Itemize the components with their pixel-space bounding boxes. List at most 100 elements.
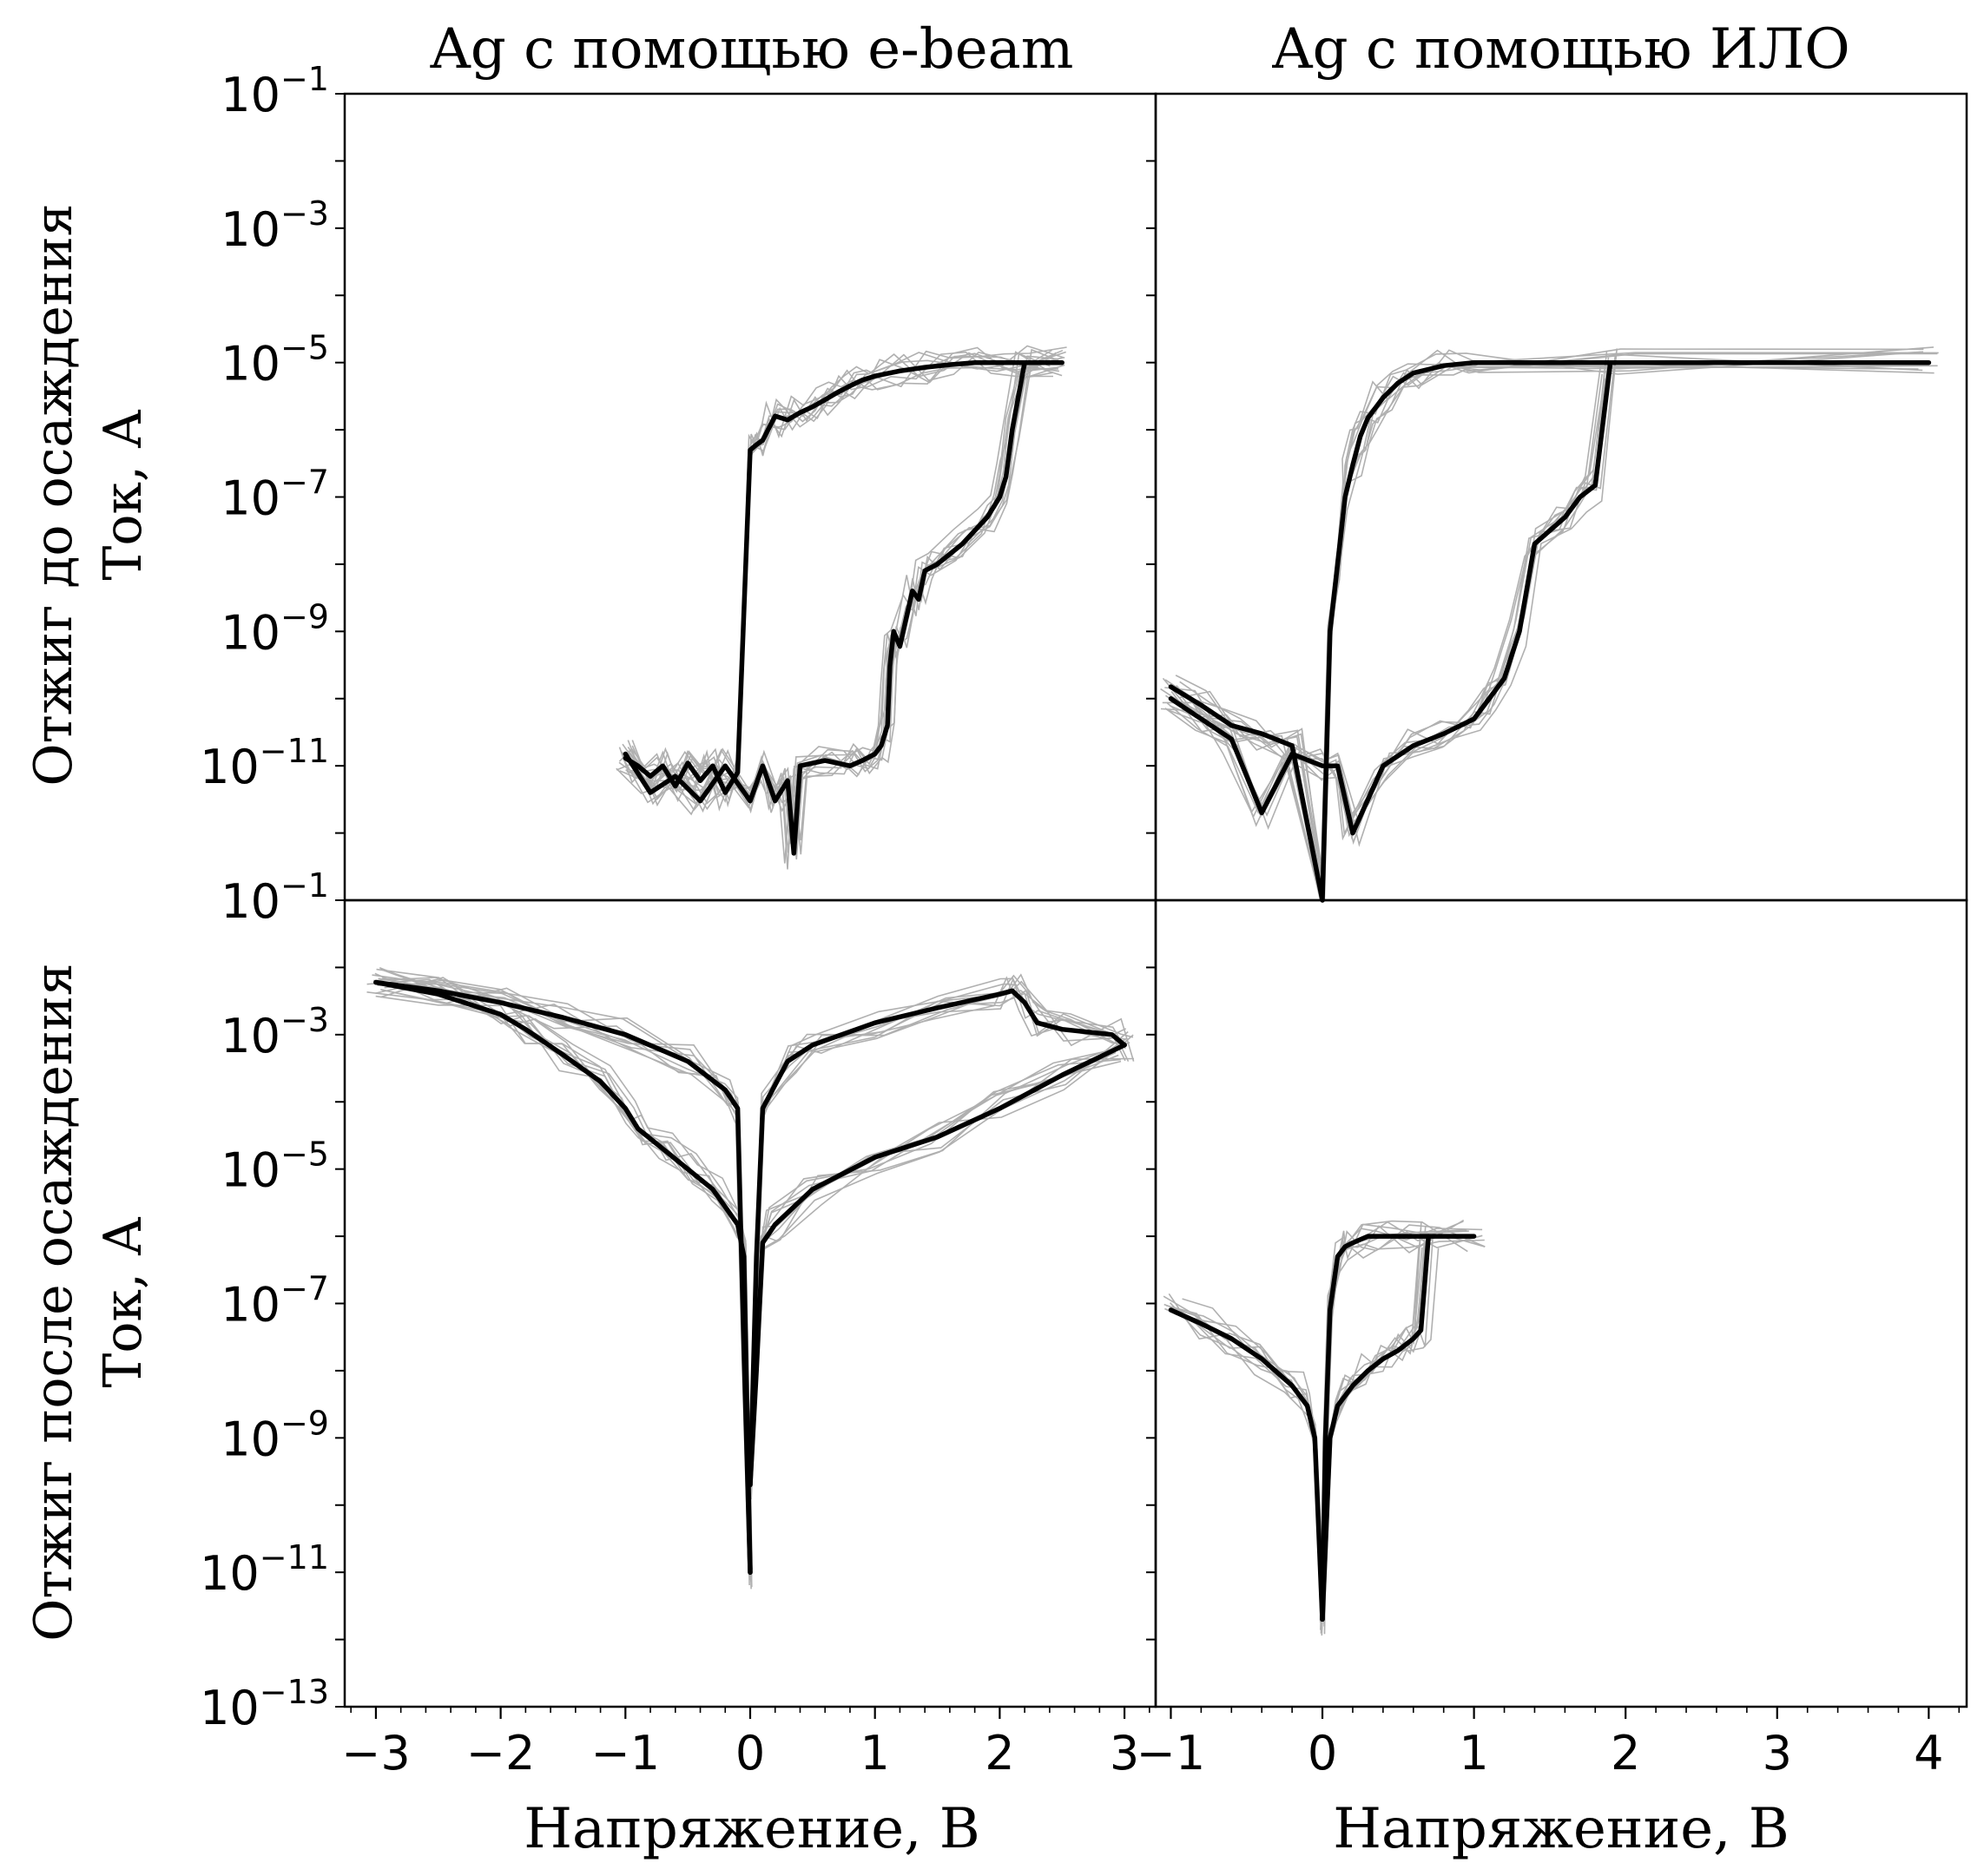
series-line-1-0 (1168, 359, 1932, 903)
series-line-0-1 (623, 359, 1058, 856)
gray-trace (1162, 351, 1921, 901)
gray-trace (1179, 352, 1938, 901)
x-tick-label: 0 (735, 1726, 765, 1781)
x-tick-label: 2 (985, 1726, 1014, 1781)
gray-trace (1319, 1219, 1465, 1608)
gray-trace (1160, 365, 1919, 901)
gray-trace (1177, 348, 1618, 847)
gray-trace (1323, 1229, 1483, 1627)
gray-trace (1321, 1223, 1469, 1607)
gray-trace (1320, 1247, 1423, 1625)
series-line-3-2 (1320, 1234, 1431, 1623)
x-tick-label: 4 (1914, 1726, 1943, 1781)
gray-trace (1323, 1228, 1483, 1624)
y-tick-label: 10−7 (221, 1270, 329, 1333)
gray-trace (1321, 1251, 1427, 1618)
gray-trace (381, 987, 753, 1581)
x-tick-label: −2 (466, 1726, 536, 1781)
gray-trace (748, 1054, 1119, 1476)
series-line-0-0 (623, 359, 1065, 795)
gray-trace (749, 977, 1126, 1498)
gray-trace (618, 359, 1051, 870)
gray-trace (622, 365, 1060, 790)
x-tick-label: 1 (860, 1726, 890, 1781)
y-tick-label: 10−11 (200, 732, 329, 794)
xlabel-right: Напряжение, В (1333, 1797, 1790, 1861)
y-tick-label: 10−3 (221, 194, 329, 257)
x-tick-label: 0 (1308, 1726, 1337, 1781)
y-tick-label: 10−9 (221, 1404, 329, 1466)
x-tick-label: 1 (1459, 1726, 1488, 1781)
gray-trace (1323, 1224, 1486, 1635)
col-title-ebeam: Ag с помощью e-beam (430, 17, 1074, 82)
y-tick-label: 10−1 (221, 866, 329, 929)
black-trace-layer (373, 359, 1932, 1623)
gray-trace (375, 995, 751, 1567)
gray-trace (1321, 1245, 1427, 1629)
gray-trace (1319, 1221, 1464, 1623)
gray-trace (627, 346, 1065, 789)
gray-trace (1320, 1246, 1420, 1630)
col-title-ilo: Ag с помощью ИЛО (1271, 17, 1849, 82)
x-tick-label: −1 (1137, 1726, 1206, 1781)
x-tick-label: −3 (341, 1726, 411, 1781)
row-label-top-line1: Отжиг до осаждения (23, 203, 84, 786)
gray-trace (1164, 349, 1923, 896)
gray-trace (1321, 1226, 1427, 1636)
gray-trace (1168, 357, 1610, 821)
gray-trace (629, 346, 1067, 793)
gray-trace (376, 968, 751, 1556)
gray-trace (750, 1030, 1129, 1481)
gray-trace (748, 1051, 1117, 1487)
gray-trace (1322, 1249, 1429, 1616)
gray-trace (1169, 1308, 1323, 1616)
gray-trace (1180, 352, 1939, 901)
x-tick-label: 3 (1763, 1726, 1792, 1781)
gray-trace (1172, 1309, 1324, 1615)
x-tick-label: 3 (1110, 1726, 1139, 1781)
series-line-3-0 (1168, 1307, 1325, 1623)
axes-layer: 10−110−310−510−710−910−1110−110−310−510−… (200, 60, 1968, 1781)
gray-trace (1166, 1305, 1322, 1629)
gray-trace (1323, 1239, 1485, 1627)
gray-trace (1320, 1229, 1467, 1630)
x-tick-label: 2 (1611, 1726, 1640, 1781)
gray-trace (624, 352, 1063, 804)
y-tick-label: 10−9 (221, 597, 329, 660)
y-tick-label: 10−3 (221, 1001, 329, 1063)
gray-trace (748, 1048, 1117, 1491)
series-line-1-1 (1168, 359, 1613, 836)
gray-trace (1323, 1225, 1486, 1623)
series-line-3-1 (1320, 1234, 1477, 1623)
gray-trace (750, 1042, 1130, 1500)
gray-trace (749, 1042, 1127, 1487)
series-line-2-2 (748, 1043, 1127, 1488)
gray-trace (1320, 1220, 1468, 1626)
gray-trace-layer (366, 345, 1939, 1636)
gray-trace (1175, 1313, 1324, 1607)
gray-trace (618, 352, 1057, 797)
y-tick-label: 10−1 (221, 60, 329, 122)
gray-trace (1182, 1298, 1326, 1616)
gray-trace (629, 351, 1066, 802)
gray-trace (616, 351, 1054, 800)
gray-trace (1175, 346, 1935, 901)
row-label-bottom-line1: Отжиг после осаждения (23, 963, 84, 1641)
y-tick-label: 10−13 (200, 1673, 329, 1735)
gray-trace (1165, 348, 1924, 901)
gray-trace (751, 1057, 1135, 1475)
y-tick-label: 10−7 (221, 464, 329, 526)
xlabel-left: Напряжение, В (524, 1797, 980, 1861)
gray-trace (618, 352, 1057, 812)
gray-trace (749, 1037, 1127, 1500)
gray-trace (750, 983, 1130, 1500)
gray-trace (627, 345, 1065, 808)
gray-trace (749, 989, 1127, 1499)
gray-trace (1170, 365, 1612, 846)
gray-trace (749, 992, 1125, 1472)
panel-frame (1154, 899, 1968, 1708)
y-tick-label: 10−5 (221, 329, 329, 392)
gray-trace (1164, 351, 1924, 901)
gray-trace (1163, 1303, 1322, 1611)
